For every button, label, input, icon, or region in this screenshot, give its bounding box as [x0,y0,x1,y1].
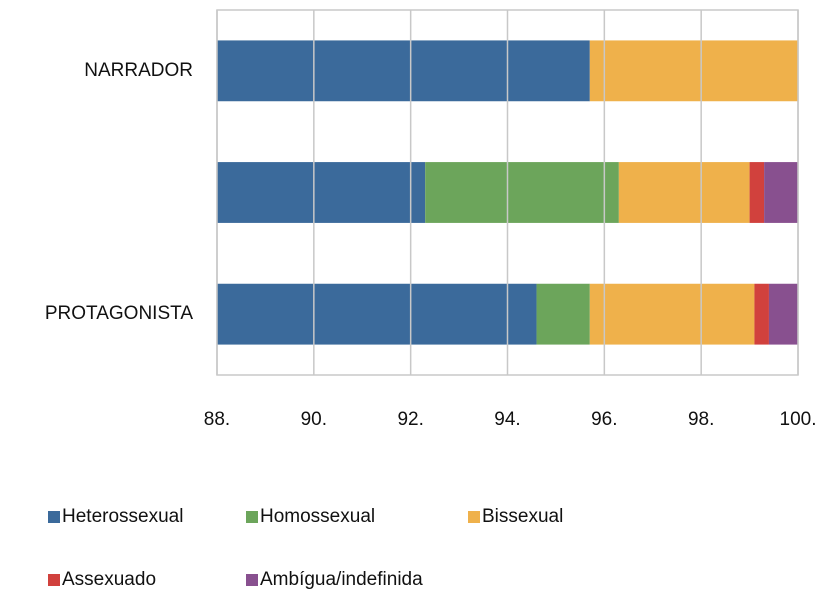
legend-label: Bissexual [482,506,563,527]
legend-label: Homossexual [260,506,375,527]
bar-segment [764,162,798,223]
y-tick-label: PROTAGONISTA [45,303,193,324]
legend-swatch [48,574,60,586]
x-tick-label: 96. [591,409,617,430]
legend-swatch [246,574,258,586]
legend-swatch [48,511,60,523]
bar-segment [425,162,619,223]
x-tick-label: 92. [397,409,423,430]
bar-segment [589,40,798,102]
x-tick-label: 98. [688,409,714,430]
legend-swatch [468,511,480,523]
bar-segment [217,40,590,102]
bar-segment [618,162,750,223]
x-tick-label: 94. [494,409,520,430]
bar-segment [768,283,798,345]
legend-label: Ambígua/indefinida [260,569,423,590]
y-tick-label: NARRADOR [84,60,193,81]
x-tick-label: 90. [301,409,327,430]
bar-segment [217,162,426,223]
x-tick-label: 100. [780,409,817,430]
bars [217,40,798,345]
bar-segment [589,283,755,345]
legend-label: Assexuado [62,569,156,590]
bar-segment [749,162,765,223]
bar-segment [536,283,590,345]
legend-swatch [246,511,258,523]
x-tick-label: 88. [204,409,230,430]
bar-segment [754,283,769,345]
legend-label: Heterossexual [62,506,183,527]
bar-segment [217,283,537,345]
